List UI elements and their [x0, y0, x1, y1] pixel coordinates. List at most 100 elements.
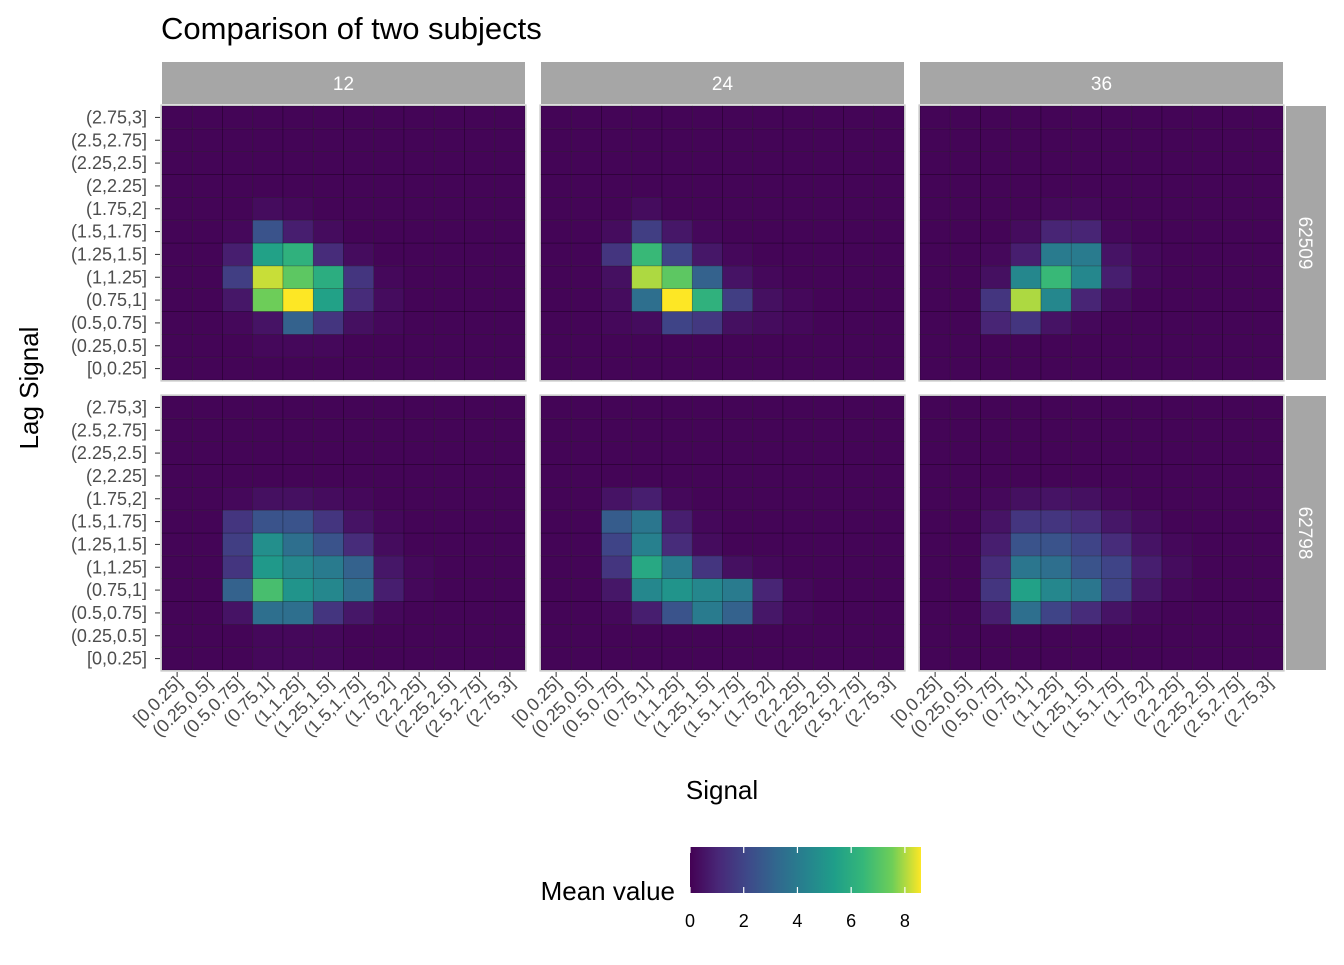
heatmap-cell [312, 265, 344, 289]
heatmap-cell [312, 578, 344, 602]
heatmap-cell [1131, 578, 1163, 602]
heatmap-cell [631, 151, 663, 175]
heatmap-cell [1070, 174, 1102, 198]
heatmap-cell [252, 356, 284, 381]
heatmap-cell [403, 288, 435, 312]
heatmap-cell [403, 601, 435, 625]
heatmap-cell [1131, 555, 1163, 579]
heatmap-cell [252, 464, 284, 488]
heatmap-cell [949, 151, 981, 175]
heatmap-cell [1222, 555, 1254, 579]
heatmap-cell [312, 418, 344, 442]
heatmap-cell [1010, 242, 1042, 267]
heatmap-cell [403, 242, 435, 267]
heatmap-cell [812, 174, 844, 198]
heatmap-cell [873, 311, 905, 335]
heatmap-cell [312, 174, 344, 198]
heatmap-cell [949, 418, 981, 442]
heatmap-cell [1070, 509, 1102, 534]
heatmap-cell [873, 151, 905, 175]
heatmap-cell [1131, 265, 1163, 289]
heatmap-cell [1070, 578, 1102, 602]
facet-strip-row [1286, 106, 1326, 380]
heatmap-cell [403, 151, 435, 175]
heatmap-cell [752, 487, 784, 511]
facet-strip-row-label: 62798 [1294, 507, 1315, 560]
heatmap-cell [752, 128, 784, 152]
heatmap-cell [722, 395, 754, 420]
heatmap-cell [403, 487, 435, 511]
heatmap-cell [191, 624, 223, 648]
heatmap-cell [661, 128, 693, 152]
heatmap-cell [1161, 242, 1193, 267]
heatmap-cell [343, 509, 375, 534]
heatmap-cell [252, 288, 284, 312]
heatmap-cell [570, 334, 602, 358]
heatmap-cell [1070, 555, 1102, 579]
heatmap-cell [919, 601, 951, 625]
heatmap-cell [312, 555, 344, 579]
heatmap-cell [843, 197, 875, 221]
heatmap-panel [918, 104, 1285, 382]
heatmap-cell [252, 128, 284, 152]
heatmap-cell [873, 646, 905, 671]
heatmap-cell [464, 464, 496, 488]
heatmap-cell [282, 242, 314, 267]
heatmap-cell [782, 219, 814, 244]
heatmap-cell [343, 555, 375, 579]
heatmap-cell [812, 128, 844, 152]
heatmap-cell [1252, 464, 1284, 488]
heatmap-cell [312, 288, 344, 312]
heatmap-cell [691, 105, 723, 130]
heatmap-cell [191, 311, 223, 335]
heatmap-cell [403, 356, 435, 381]
heatmap-cell [980, 555, 1012, 579]
heatmap-cell [1252, 219, 1284, 244]
heatmap-cell [540, 105, 572, 130]
heatmap-cell [540, 151, 572, 175]
heatmap-cell [222, 646, 254, 671]
heatmap-cell [782, 334, 814, 358]
heatmap-cell [661, 311, 693, 335]
heatmap-cell [1070, 464, 1102, 488]
heatmap-cell [1101, 418, 1133, 442]
heatmap-cell [601, 555, 633, 579]
heatmap-cell [812, 601, 844, 625]
heatmap-cell [1040, 624, 1072, 648]
heatmap-cell [1131, 242, 1163, 267]
heatmap-cell [1161, 265, 1193, 289]
heatmap-cell [1222, 509, 1254, 534]
heatmap-cell [1252, 509, 1284, 534]
heatmap-cell [373, 334, 405, 358]
heatmap-cell [919, 174, 951, 198]
heatmap-cell [601, 601, 633, 625]
heatmap-cell [873, 242, 905, 267]
facet-strip-col-label: 24 [712, 74, 734, 95]
heatmap-cell [980, 509, 1012, 534]
legend-title: Mean value [541, 876, 675, 906]
heatmap-cell [433, 509, 465, 534]
heatmap-cell [222, 265, 254, 289]
heatmap-cell [222, 555, 254, 579]
heatmap-cell [1191, 646, 1223, 671]
heatmap-cell [1070, 197, 1102, 221]
heatmap-cell [601, 356, 633, 381]
heatmap-cell [1040, 311, 1072, 335]
heatmap-cell [949, 288, 981, 312]
heatmap-cell [1010, 487, 1042, 511]
heatmap-cell [570, 532, 602, 557]
heatmap-cell [782, 624, 814, 648]
heatmap-cell [312, 532, 344, 557]
facet-panels: 12 24 36 62509 62798 [0,0.25] (0.25,0.5] (0.5,0… [71, 62, 1326, 741]
heatmap-cell [691, 395, 723, 420]
heatmap-cell [433, 334, 465, 358]
heatmap-cell [161, 487, 193, 511]
heatmap-cell [222, 288, 254, 312]
y-tick-label: (1.75,2] [86, 489, 147, 509]
heatmap-cell [812, 555, 844, 579]
heatmap-cell [1040, 509, 1072, 534]
heatmap-cell [312, 464, 344, 488]
heatmap-cell [282, 509, 314, 534]
heatmap-cell [949, 334, 981, 358]
heatmap-cell [1161, 464, 1193, 488]
